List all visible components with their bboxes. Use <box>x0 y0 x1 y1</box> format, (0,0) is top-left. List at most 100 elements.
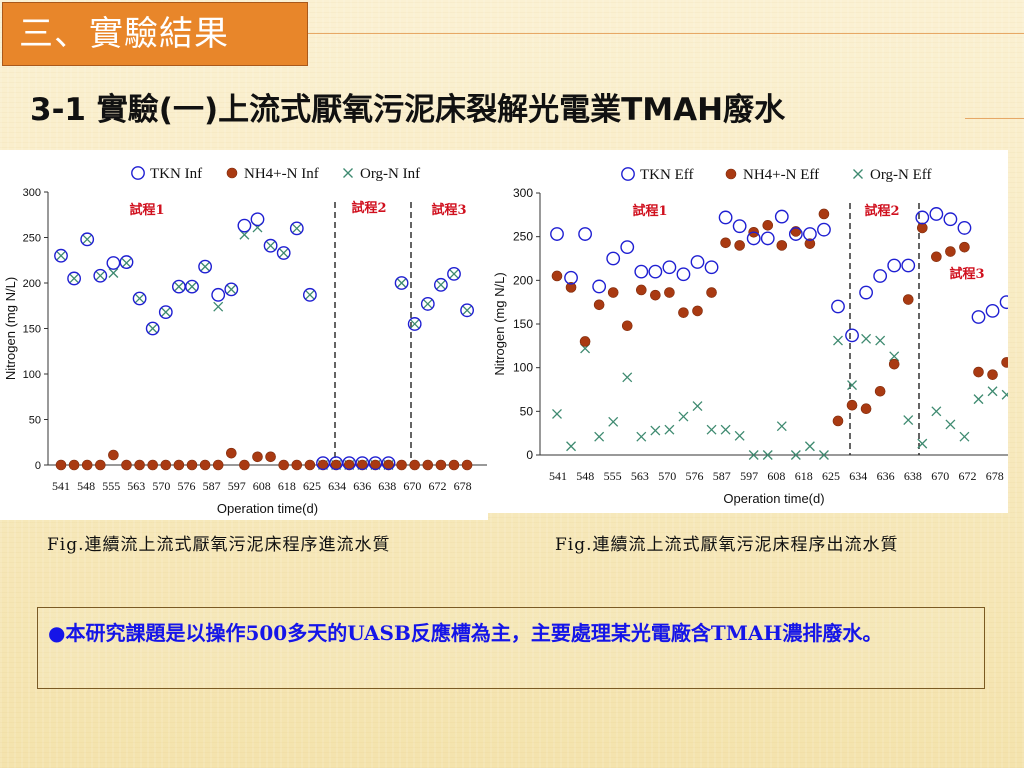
legend-label: NH4+-N Eff <box>743 167 819 183</box>
data-point <box>845 328 859 343</box>
x-tick-label: 634 <box>328 479 346 493</box>
data-point <box>732 219 747 234</box>
x-mark-stroke <box>449 268 459 279</box>
data-point <box>578 227 593 241</box>
x-tick-label: 576 <box>178 479 196 493</box>
data-point <box>250 212 265 227</box>
x-tick-label: 541 <box>52 479 70 493</box>
data-point <box>80 232 95 247</box>
y-tick-label: 50 <box>29 415 41 427</box>
data-point <box>119 255 134 269</box>
y-tick-label: 0 <box>526 448 533 462</box>
x-mark-stroke <box>1001 392 1008 400</box>
data-point <box>931 251 942 263</box>
x-mark-stroke <box>147 323 158 334</box>
data-point <box>889 351 900 362</box>
data-point <box>888 358 900 370</box>
data-point <box>252 451 263 463</box>
data-point <box>1001 357 1008 368</box>
data-point <box>226 284 237 295</box>
legend-marker <box>853 169 863 179</box>
x-mark-stroke <box>82 234 93 245</box>
legend-marker <box>131 166 145 180</box>
x-tick-label: 678 <box>986 469 1004 483</box>
legend-label: TKN Inf <box>150 166 202 182</box>
data-point <box>69 273 80 284</box>
x-tick-label: 555 <box>604 469 622 483</box>
x-tick-label: 541 <box>549 469 567 483</box>
data-point <box>833 335 843 346</box>
data-point <box>746 231 761 246</box>
data-point <box>804 238 816 249</box>
y-tick-label: 300 <box>513 186 533 200</box>
section-title: 三、實驗結果 <box>2 2 308 66</box>
x-tick-label: 597 <box>228 479 246 493</box>
data-point <box>748 450 759 460</box>
phase-label: 試程1 <box>632 203 667 219</box>
data-point <box>987 386 998 397</box>
data-point <box>81 459 93 471</box>
x-mark-stroke <box>187 281 197 292</box>
x-axis-label: Operation time(d) <box>217 501 318 516</box>
data-point <box>706 424 717 435</box>
data-point <box>263 238 278 253</box>
data-point <box>692 401 703 412</box>
x-mark-stroke <box>762 450 773 460</box>
data-point <box>620 240 635 255</box>
data-point <box>158 305 173 320</box>
data-point <box>95 459 106 471</box>
x-mark-stroke <box>134 293 145 304</box>
x-mark-stroke <box>173 281 184 292</box>
data-point <box>462 305 473 316</box>
x-mark-stroke <box>818 450 829 460</box>
data-point <box>734 430 745 441</box>
data-point <box>579 336 591 347</box>
data-point <box>678 411 689 422</box>
x-tick-label: 570 <box>658 469 676 483</box>
data-point <box>265 451 276 463</box>
data-point <box>846 399 858 411</box>
data-point <box>186 459 198 471</box>
x-tick-label: 670 <box>403 479 421 493</box>
x-tick-label: 670 <box>931 469 949 483</box>
data-point <box>915 210 930 225</box>
x-mark-stroke <box>706 424 717 435</box>
y-tick-label: 100 <box>23 369 41 381</box>
data-point <box>664 287 675 298</box>
data-point <box>304 289 315 300</box>
data-point <box>108 268 119 278</box>
y-tick-label: 200 <box>23 278 41 290</box>
data-point <box>903 415 914 426</box>
x-mark-stroke <box>636 431 647 442</box>
x-mark-stroke <box>903 415 914 426</box>
x-mark-stroke <box>853 169 863 179</box>
x-tick-label: 636 <box>877 469 895 483</box>
data-point <box>368 456 383 471</box>
data-point <box>634 264 649 279</box>
data-point <box>774 209 789 224</box>
data-point <box>720 424 731 435</box>
data-point <box>278 459 290 471</box>
data-point <box>67 271 82 286</box>
x-mark-stroke <box>278 248 289 258</box>
x-tick-label: 625 <box>822 469 840 483</box>
data-point <box>916 222 928 234</box>
subtitle-rule <box>965 118 1024 119</box>
data-point <box>593 299 605 311</box>
data-point <box>552 408 562 419</box>
effluent-chart: 0 50 100 150 200 250 300 Nitrogen (mg N/L) 541 54… <box>492 167 1008 506</box>
data-point <box>68 459 80 471</box>
data-point <box>226 447 237 459</box>
data-point <box>200 261 211 272</box>
data-point <box>945 419 956 430</box>
data-point <box>818 450 829 460</box>
x-tick-label: 638 <box>904 469 922 483</box>
data-point <box>690 255 705 269</box>
data-point <box>917 438 928 449</box>
x-tick-label: 672 <box>959 469 977 483</box>
x-tick-label: 576 <box>686 469 704 483</box>
x-mark-stroke <box>200 261 211 272</box>
x-mark-stroke <box>462 305 473 316</box>
data-point <box>56 250 66 261</box>
x-mark-stroke <box>720 424 731 435</box>
